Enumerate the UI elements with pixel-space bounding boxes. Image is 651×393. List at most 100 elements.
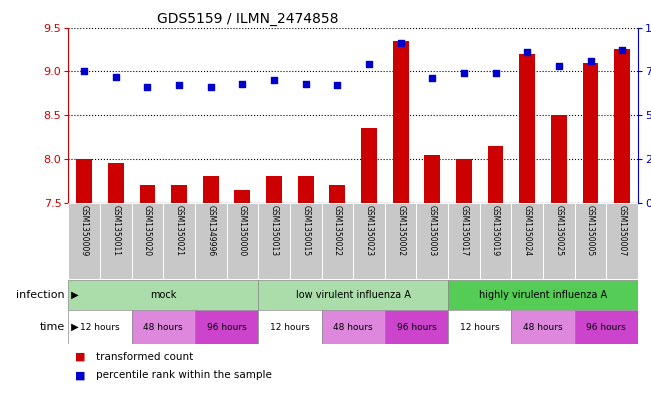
Bar bbox=[195, 203, 227, 279]
Text: GSM1350013: GSM1350013 bbox=[270, 205, 279, 256]
Bar bbox=[108, 163, 124, 203]
Text: 96 hours: 96 hours bbox=[587, 323, 626, 332]
Bar bbox=[163, 203, 195, 279]
Bar bbox=[258, 310, 322, 344]
Text: GSM1350025: GSM1350025 bbox=[555, 205, 563, 256]
Bar bbox=[329, 185, 345, 203]
Bar bbox=[290, 203, 322, 279]
Bar bbox=[393, 40, 409, 203]
Text: GSM1350007: GSM1350007 bbox=[618, 205, 627, 256]
Point bbox=[490, 70, 501, 76]
Text: GDS5159 / ILMN_2474858: GDS5159 / ILMN_2474858 bbox=[157, 12, 338, 26]
Point bbox=[111, 73, 121, 80]
Bar bbox=[448, 280, 638, 310]
Bar bbox=[543, 203, 575, 279]
Point bbox=[395, 40, 406, 46]
Bar bbox=[68, 310, 132, 344]
Point bbox=[206, 84, 216, 90]
Text: 12 hours: 12 hours bbox=[80, 323, 120, 332]
Text: 48 hours: 48 hours bbox=[523, 323, 563, 332]
Text: 48 hours: 48 hours bbox=[143, 323, 183, 332]
Point bbox=[522, 49, 533, 55]
Bar bbox=[583, 62, 598, 203]
Text: transformed count: transformed count bbox=[96, 352, 193, 362]
Bar bbox=[139, 185, 156, 203]
Text: low virulent influenza A: low virulent influenza A bbox=[296, 290, 411, 300]
Text: 96 hours: 96 hours bbox=[207, 323, 247, 332]
Bar bbox=[519, 54, 535, 203]
Text: GSM1349996: GSM1349996 bbox=[206, 205, 215, 256]
Text: infection: infection bbox=[16, 290, 65, 300]
Bar bbox=[266, 176, 282, 203]
Bar bbox=[575, 310, 638, 344]
Text: GSM1350020: GSM1350020 bbox=[143, 205, 152, 256]
Text: 96 hours: 96 hours bbox=[396, 323, 436, 332]
Bar bbox=[480, 203, 512, 279]
Text: mock: mock bbox=[150, 290, 176, 300]
Bar bbox=[448, 203, 480, 279]
Text: ■: ■ bbox=[75, 352, 85, 362]
Text: GSM1350015: GSM1350015 bbox=[301, 205, 310, 256]
Bar bbox=[171, 185, 187, 203]
Text: GSM1350009: GSM1350009 bbox=[79, 205, 89, 256]
Bar bbox=[385, 203, 417, 279]
Bar bbox=[615, 50, 630, 203]
Bar bbox=[448, 310, 512, 344]
Bar bbox=[132, 203, 163, 279]
Point bbox=[269, 77, 279, 83]
Point bbox=[332, 82, 342, 88]
Bar bbox=[385, 310, 448, 344]
Text: GSM1350011: GSM1350011 bbox=[111, 205, 120, 256]
Point bbox=[617, 47, 628, 53]
Bar bbox=[258, 280, 448, 310]
Text: ■: ■ bbox=[75, 370, 85, 380]
Bar bbox=[322, 310, 385, 344]
Bar bbox=[68, 203, 100, 279]
Text: GSM1350002: GSM1350002 bbox=[396, 205, 405, 256]
Text: GSM1350000: GSM1350000 bbox=[238, 205, 247, 256]
Text: GSM1350021: GSM1350021 bbox=[174, 205, 184, 256]
Bar bbox=[227, 203, 258, 279]
Point bbox=[237, 81, 247, 87]
Bar bbox=[551, 115, 567, 203]
Point bbox=[553, 63, 564, 69]
Point bbox=[427, 75, 437, 81]
Bar bbox=[322, 203, 353, 279]
Text: GSM1350017: GSM1350017 bbox=[460, 205, 469, 256]
Bar bbox=[606, 203, 638, 279]
Bar bbox=[76, 159, 92, 203]
Text: GSM1350005: GSM1350005 bbox=[586, 205, 595, 256]
Bar bbox=[353, 203, 385, 279]
Bar bbox=[298, 176, 314, 203]
Point bbox=[585, 58, 596, 64]
Bar bbox=[512, 203, 543, 279]
Text: GSM1350022: GSM1350022 bbox=[333, 205, 342, 256]
Bar bbox=[512, 310, 575, 344]
Text: highly virulent influenza A: highly virulent influenza A bbox=[479, 290, 607, 300]
Bar bbox=[361, 128, 377, 203]
Point bbox=[79, 68, 89, 74]
Bar bbox=[100, 203, 132, 279]
Bar bbox=[456, 159, 472, 203]
Bar bbox=[195, 310, 258, 344]
Bar bbox=[488, 146, 503, 203]
Bar bbox=[258, 203, 290, 279]
Point bbox=[459, 70, 469, 76]
Text: GSM1350019: GSM1350019 bbox=[491, 205, 500, 256]
Point bbox=[174, 82, 184, 88]
Bar bbox=[203, 176, 219, 203]
Bar bbox=[424, 154, 440, 203]
Bar bbox=[132, 310, 195, 344]
Bar bbox=[234, 190, 251, 203]
Text: GSM1350024: GSM1350024 bbox=[523, 205, 532, 256]
Text: ▶: ▶ bbox=[68, 322, 79, 332]
Text: GSM1350003: GSM1350003 bbox=[428, 205, 437, 256]
Bar bbox=[68, 280, 258, 310]
Bar bbox=[575, 203, 606, 279]
Point bbox=[143, 84, 153, 90]
Bar bbox=[417, 203, 448, 279]
Text: ▶: ▶ bbox=[68, 290, 79, 300]
Text: time: time bbox=[40, 322, 65, 332]
Text: percentile rank within the sample: percentile rank within the sample bbox=[96, 370, 271, 380]
Point bbox=[364, 61, 374, 68]
